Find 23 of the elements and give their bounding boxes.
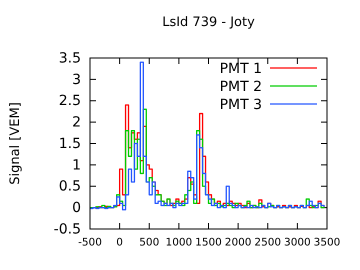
x-tick-label: -500 — [78, 236, 102, 248]
x-tick-label: 1000 — [166, 236, 192, 248]
x-tick-label: 500 — [139, 236, 160, 248]
y-tick-label: 0 — [72, 200, 81, 216]
legend-label: PMT 3 — [220, 97, 262, 113]
y-tick-label: 2.5 — [58, 93, 81, 110]
x-tick-label: 3000 — [284, 236, 311, 248]
y-tick-label: -0.5 — [54, 221, 81, 238]
x-tick-label: 1500 — [195, 236, 222, 248]
x-tick-label: 3500 — [314, 236, 340, 248]
text: PMT 1 — [220, 61, 262, 77]
y-tick-label: 3.5 — [58, 50, 81, 66]
y-axis-title: Signal [VEM] — [8, 102, 23, 185]
chart-title: LsId 739 - Joty — [162, 15, 256, 30]
y-tick-label: 3 — [72, 72, 81, 88]
x-tick-label: 2000 — [224, 236, 252, 248]
y-tick-label: 1.5 — [58, 136, 81, 152]
y-tick-label: 0.5 — [58, 178, 81, 195]
x-tick-label: 0 — [116, 236, 123, 248]
legend-label: PMT 2 — [220, 79, 262, 95]
y-tick-label: 1 — [72, 157, 81, 174]
x-tick-label: 2500 — [254, 236, 282, 248]
y-tick-label: 2 — [72, 114, 81, 131]
